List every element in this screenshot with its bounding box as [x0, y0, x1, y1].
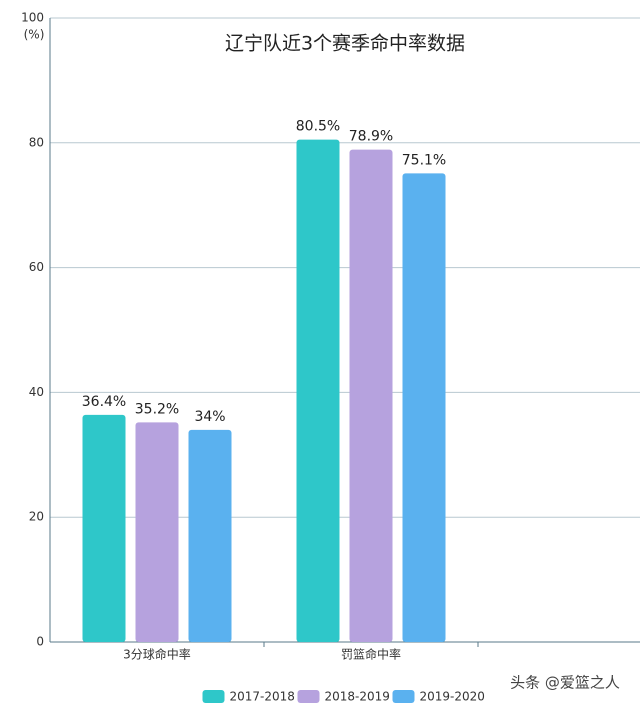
bar — [135, 422, 179, 642]
legend-label: 2017-2018 — [230, 690, 295, 704]
legend-swatch — [297, 690, 320, 703]
x-tick-label: 罚篮命中率 — [341, 647, 401, 662]
legend-swatch — [202, 690, 225, 703]
value-label: 75.1% — [402, 152, 446, 168]
value-label: 80.5% — [296, 119, 340, 135]
value-label: 34% — [194, 409, 225, 425]
y-tick-label: 60 — [29, 260, 44, 274]
bar — [349, 149, 393, 642]
bar — [188, 429, 232, 642]
watermark: 头条 @爱篮之人 — [510, 674, 620, 692]
y-tick-label: 20 — [29, 510, 44, 524]
value-label: 35.2% — [135, 401, 179, 417]
legend-label: 2018-2019 — [325, 690, 390, 704]
legend-label: 2019-2020 — [420, 690, 485, 704]
y-tick-label: 80 — [29, 135, 44, 149]
value-label: 36.4% — [82, 394, 126, 410]
legend-swatch — [392, 690, 415, 703]
y-axis-label: (%) — [24, 28, 45, 42]
bar — [402, 173, 446, 642]
bar — [82, 414, 126, 642]
y-tick-label: 100 — [21, 11, 44, 25]
bar — [296, 139, 340, 642]
value-label: 78.9% — [349, 129, 393, 145]
x-tick-label: 3分球命中率 — [123, 647, 191, 662]
y-tick-label: 0 — [36, 635, 44, 649]
chart-title: 辽宁队近3个赛季命中率数据 — [225, 33, 465, 55]
y-tick-label: 40 — [29, 385, 44, 399]
